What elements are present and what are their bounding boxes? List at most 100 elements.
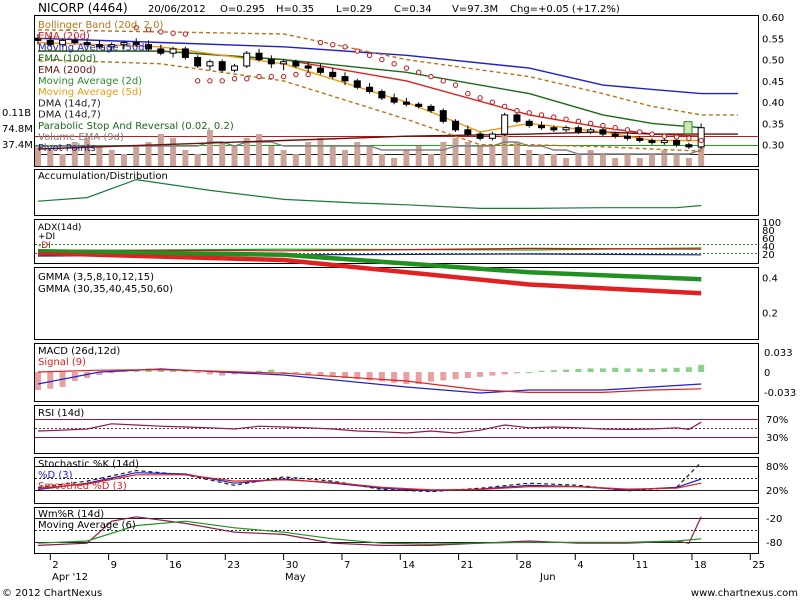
macd-histogram-bar [575, 369, 582, 372]
psar-point [563, 116, 569, 122]
rsi-panel-frame [34, 405, 759, 454]
gmma-short-line [37, 252, 702, 294]
psar-point [428, 73, 434, 80]
macd-histogram-bar [538, 370, 545, 372]
change-label: Chg=+0.05 (+17.2%) [510, 4, 620, 15]
month-label: Jun [539, 572, 556, 583]
volume-bar [170, 138, 177, 166]
price-tick-label: 0.55 [762, 34, 784, 45]
panel-frames [34, 15, 759, 554]
candle-body [292, 61, 300, 67]
macd-tick-label: 0 [764, 368, 770, 379]
macd-histogram-bar [550, 370, 557, 372]
candle-body [538, 125, 546, 129]
x-tick-label: 28 [519, 560, 532, 571]
last-price-marker [683, 121, 693, 135]
macd-histogram-bar [268, 369, 275, 372]
psar-point [330, 41, 336, 48]
williams-panel-frame [34, 507, 759, 554]
x-tick-label: 16 [169, 560, 182, 571]
psar-point [551, 114, 557, 120]
volume-bar [550, 154, 557, 166]
psar-point [686, 135, 692, 142]
stochastic-legend-item: Stochastic %K (14d) [38, 459, 139, 470]
volume-bar [268, 146, 275, 166]
price-panel-frame [34, 15, 759, 167]
psar-point [600, 122, 606, 129]
psar-point [305, 71, 311, 78]
macd-histogram-bar [170, 369, 177, 372]
candle-body [439, 110, 447, 122]
volume-bar [366, 146, 373, 166]
candle-body [550, 127, 558, 131]
psar-point [145, 27, 152, 33]
macd-histogram-bar [391, 372, 398, 383]
volume-bar [182, 150, 189, 166]
williams-legend-item: Wm%R (14d) [38, 509, 104, 520]
candle-body [427, 105, 435, 112]
candle-body [46, 39, 54, 46]
volume-bar [526, 150, 533, 166]
volume-tick-label: 0.11B [2, 108, 31, 119]
macd-histogram-bar [563, 369, 570, 372]
gmma-short-line [37, 250, 702, 292]
adx-tick-label: 40 [762, 242, 775, 253]
macd-histogram-bar [35, 372, 41, 390]
candle-body [685, 144, 693, 148]
macd-series-line [37, 368, 702, 393]
price-legend-item: Pivot Points [38, 143, 96, 154]
month-label: Apr '12 [52, 572, 88, 583]
macd-histogram-bar [194, 372, 201, 374]
volume-bar [194, 154, 201, 166]
macd-histogram-bar [219, 372, 226, 376]
volume-bar [47, 150, 54, 166]
label-layer: 0.600.550.500.450.400.350.300.11B74.8M37… [2, 13, 796, 583]
price-legend-item: Parabolic Stop And Reversal (0.02, 0.2) [38, 121, 234, 132]
price-tick-label: 0.45 [762, 77, 784, 88]
volume-bar [599, 154, 606, 166]
volume-bar [489, 146, 496, 166]
psar-point [440, 78, 446, 84]
volume-bar [342, 150, 348, 166]
macd-histogram-bar [587, 368, 594, 372]
psar-point [624, 127, 631, 133]
volume-bar [391, 158, 398, 166]
macd-histogram-bar [526, 372, 533, 373]
psar-point [231, 76, 238, 82]
candle-body [71, 39, 79, 44]
x-tick-label: 30 [286, 560, 299, 571]
gmma-long-line [37, 251, 702, 281]
adx-legend-item: -DI [38, 241, 51, 251]
volume-bar [587, 150, 594, 166]
macd-histogram-bar [673, 367, 680, 372]
volume-tick-label: 37.4M [2, 140, 33, 151]
gmma-short-line [37, 252, 702, 295]
macd-histogram-bar [305, 372, 312, 375]
candle-body [525, 120, 533, 127]
williams-tick-label: -80 [766, 538, 782, 549]
price-legend-item: Volume EMA (9d) [38, 132, 124, 143]
candle-body [59, 39, 67, 46]
psar-point [256, 73, 262, 80]
price-tick-label: 0.35 [762, 119, 784, 130]
volume-bar [636, 158, 643, 166]
volume-label: V=97.3M [452, 4, 498, 15]
volume-layer [35, 130, 705, 166]
rsi-tick-label: 70% [766, 415, 788, 426]
volume-bar [452, 138, 459, 166]
volume-bar [121, 154, 127, 166]
psar-point [403, 65, 410, 71]
rsi-tick-label: 30% [766, 433, 788, 444]
macd-histogram-bar [329, 372, 336, 377]
psar-point [637, 129, 643, 135]
volume-bar [108, 150, 115, 166]
williams-line [37, 516, 702, 546]
macd-legend-item: Signal (9) [38, 357, 86, 368]
volume-bar [440, 142, 447, 166]
adx-tick-label: 60 [762, 234, 775, 245]
accumulation-panel-frame [34, 169, 759, 216]
candle-body [574, 127, 582, 133]
macd-histogram-bar [206, 372, 213, 375]
psar-point [391, 61, 397, 67]
x-tick-label: 14 [402, 560, 415, 571]
